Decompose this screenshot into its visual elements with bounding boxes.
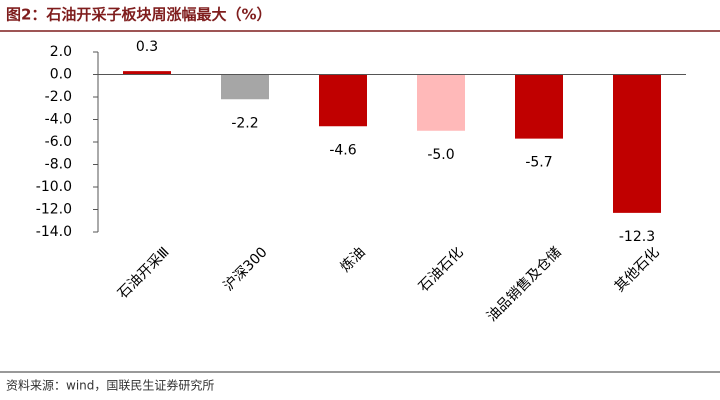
y-tick-label: -14.0 [36, 224, 72, 240]
y-tick-label: -8.0 [45, 157, 72, 173]
value-label: -12.3 [619, 229, 655, 245]
value-label: 0.3 [136, 39, 158, 55]
bar [515, 74, 563, 139]
x-tick-label: 石油石化 [416, 244, 467, 295]
value-label: -4.6 [329, 142, 356, 158]
x-tick-label: 其他石化 [612, 244, 663, 295]
chart-title: 图2：石油开采子板块周涨幅最大（%） [6, 6, 271, 24]
x-tick-label: 沪深300 [221, 244, 271, 294]
value-label: -2.2 [231, 115, 258, 131]
x-tick-label: 石油开采Ⅲ [115, 244, 173, 302]
x-tick-label: 炼油 [338, 244, 369, 275]
y-tick-label: -10.0 [36, 179, 72, 195]
source-note: 资料来源：wind，国联民生证券研究所 [6, 378, 214, 393]
bar [123, 71, 171, 75]
y-tick-label: 2.0 [50, 44, 72, 60]
y-tick-label: -2.0 [45, 89, 72, 105]
y-tick-label: -4.0 [45, 112, 72, 128]
x-tick-label: 油品销售及仓储 [484, 244, 565, 325]
bar [417, 74, 465, 131]
bar [613, 74, 661, 213]
value-label: -5.0 [427, 147, 454, 163]
y-tick-label: 0.0 [50, 67, 72, 83]
y-tick-label: -6.0 [45, 134, 72, 150]
bar [319, 74, 367, 127]
y-tick-label: -12.0 [36, 202, 72, 218]
bar [221, 74, 269, 100]
value-label: -5.7 [525, 155, 552, 171]
